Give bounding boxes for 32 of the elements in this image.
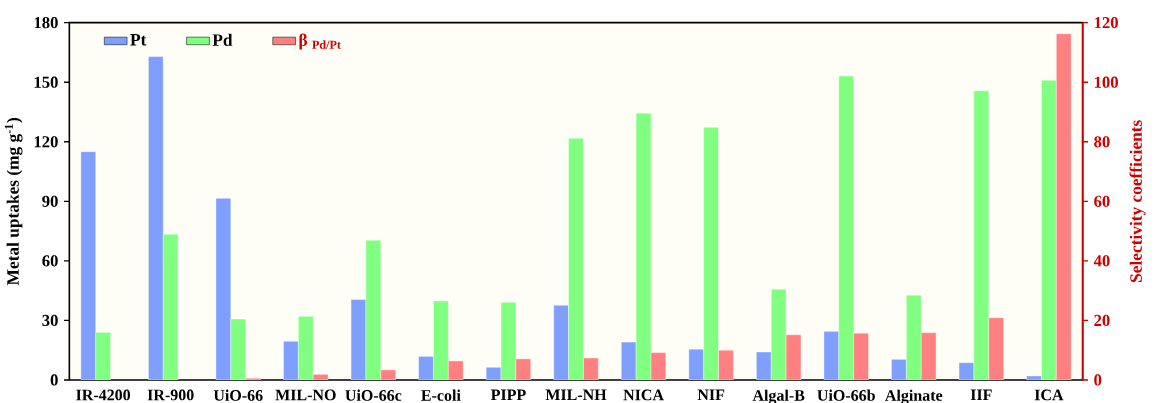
y2-axis-title: Selectivity coefficients xyxy=(1129,120,1146,282)
y2-tick-label: 40 xyxy=(1093,255,1110,267)
x-tick-label: IR-4200 xyxy=(76,389,131,401)
x-tick-label: NIF xyxy=(697,389,725,401)
y-tick-label: 30 xyxy=(42,314,58,327)
x-tick-label: IIF xyxy=(970,389,992,401)
x-tick-label: UiO-66 xyxy=(213,389,263,401)
x-tick-label: ICA xyxy=(1034,389,1064,401)
legend-label: Pd xyxy=(212,33,233,46)
x-tick-label: IR-900 xyxy=(147,389,194,401)
y-axis-title: Metal uptakes (mg g$^{-1}$) xyxy=(4,117,23,286)
x-tick-label: MIL-NH xyxy=(545,389,607,401)
y2-tick-label: 0 xyxy=(1094,374,1102,386)
x-tick-label: MIL-NO xyxy=(275,389,336,401)
x-tick-label: UiO-66c xyxy=(345,389,402,401)
legend-label: Pt xyxy=(130,34,147,46)
x-tick-label: UiO-66b xyxy=(817,389,875,401)
y2-tick-label: 80 xyxy=(1094,136,1110,148)
x-tick-label: E-coli xyxy=(421,389,461,401)
x-tick-label: NICA xyxy=(623,389,664,401)
y2-tick-label: 120 xyxy=(1094,17,1118,29)
legend-label: β $_{Pd/Pt}$ xyxy=(299,33,341,50)
y-tick-label: 60 xyxy=(42,255,58,267)
y2-tick-label: 100 xyxy=(1094,76,1118,88)
x-tick-label: PIPP xyxy=(490,389,526,401)
y-tick-label: 150 xyxy=(34,76,58,88)
y-tick-label: 120 xyxy=(34,136,58,148)
y-tick-label: 0 xyxy=(50,374,58,386)
y2-tick-label: 20 xyxy=(1094,314,1110,327)
y2-tick-label: 60 xyxy=(1094,195,1110,207)
y-tick-label: 180 xyxy=(34,17,58,29)
y-tick-label: 90 xyxy=(42,195,58,207)
